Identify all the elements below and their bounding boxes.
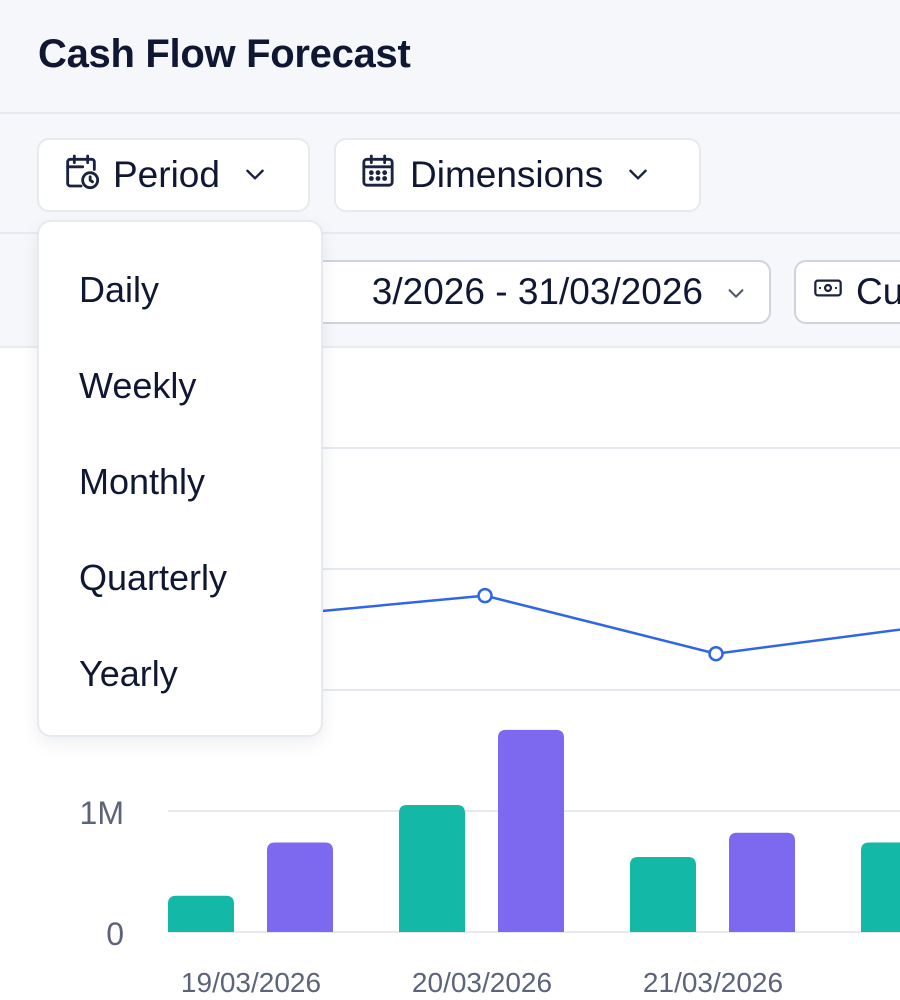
period-option-yearly[interactable]: Yearly [79, 653, 178, 694]
period-option-monthly[interactable]: Monthly [79, 461, 206, 502]
period-option-weekly[interactable]: Weekly [79, 365, 197, 406]
banknote-icon [812, 271, 844, 313]
chevron-down-icon [625, 154, 651, 196]
period-option-quarterly[interactable]: Quarterly [79, 557, 228, 598]
inflow-bar [630, 856, 696, 932]
balance-line [309, 594, 900, 655]
chevron-down-icon [242, 154, 268, 196]
balance-point [477, 587, 493, 604]
outflow-bar [729, 832, 795, 932]
calendar-grid-icon [358, 151, 398, 200]
outflow-bar [498, 729, 564, 932]
date-range-value: 3/2026 - 31/03/2026 [371, 271, 703, 312]
period-button[interactable]: Period [37, 138, 310, 212]
currency-select-label: Cu [856, 271, 900, 312]
y-tick-label: 0 [106, 916, 124, 952]
currency-select[interactable]: Cu [794, 260, 900, 324]
period-button-label: Period [113, 154, 220, 195]
inflow-bar [861, 842, 900, 932]
chevron-down-icon [725, 271, 747, 313]
x-tick-label: 21/03/2026 [643, 967, 783, 998]
toolbar: Period Dimensions [0, 116, 900, 234]
x-tick-label: 19/03/2026 [181, 967, 321, 998]
inflow-bar [399, 804, 465, 932]
x-tick-label: 20/03/2026 [412, 967, 552, 998]
page-header: Cash Flow Forecast [0, 0, 900, 114]
balance-point [708, 645, 724, 662]
outflow-bar [267, 842, 333, 932]
page-title: Cash Flow Forecast [38, 32, 411, 76]
period-option-daily[interactable]: Daily [79, 269, 160, 310]
dimensions-button[interactable]: Dimensions [334, 138, 701, 212]
period-dropdown-menu: Daily Weekly Monthly Quarterly Yearly [37, 220, 323, 737]
y-tick-label: 1M [80, 795, 124, 831]
dimensions-button-label: Dimensions [410, 154, 604, 195]
calendar-clock-icon [61, 151, 101, 200]
inflow-bar [168, 895, 234, 932]
